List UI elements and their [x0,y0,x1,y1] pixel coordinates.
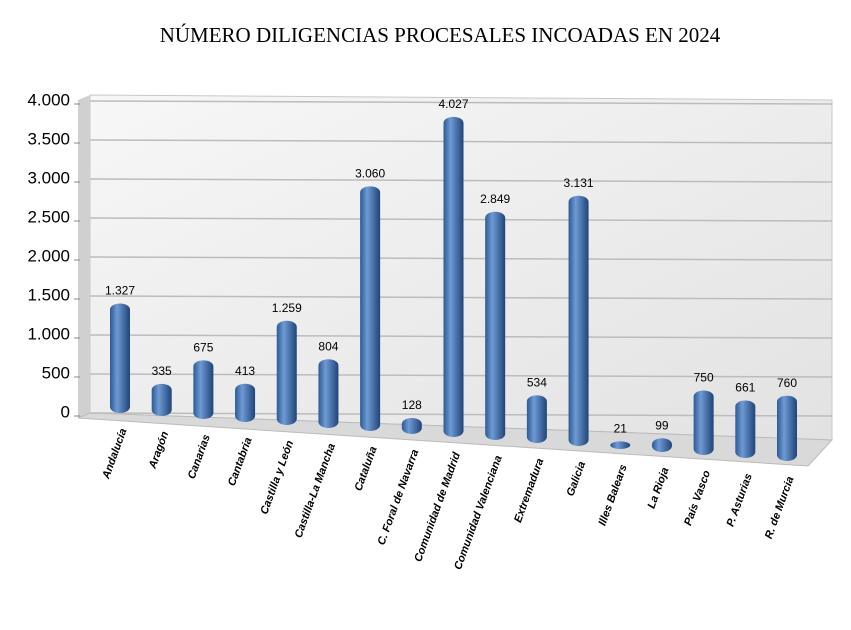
x-tick-label: Andalucía [100,427,130,481]
value-label: 3.131 [564,176,594,190]
bar [568,195,589,446]
value-label: 99 [655,418,669,432]
value-label: 675 [193,341,213,355]
y-tick-label: 0 [61,402,70,421]
bar [610,441,631,449]
floor [77,412,834,467]
y-tick-label: 2.000 [27,246,70,265]
value-label: 804 [318,339,338,353]
value-label: 335 [152,364,172,378]
bar [235,383,256,422]
bar [735,400,756,458]
x-tick-label: Castilla y León [258,439,296,516]
y-tick-label: 1.500 [27,285,70,304]
value-label: 413 [235,364,255,378]
y-tick-label: 3.000 [27,168,70,187]
chart-title: NÚMERO DILIGENCIAS PROCESALES INCOADAS E… [160,23,721,47]
x-tick-label: La Rioja [646,466,672,510]
grid-line [89,100,833,105]
y-tick-label: 1.000 [27,324,70,343]
x-tick-label: Aragón [146,430,171,471]
value-label: 661 [735,381,755,395]
value-label: 21 [614,422,628,436]
bar [526,395,547,443]
value-label: 3.060 [355,166,385,180]
bar [110,303,130,413]
x-tick-label: Comunidad Valenciana [452,454,505,571]
value-label: 750 [694,371,714,385]
y-tick-label: 4.000 [27,90,70,109]
x-tick-label: Extremadura [512,457,546,524]
x-tick-label: Cantabria [226,436,255,488]
bar [193,360,214,419]
value-label: 128 [402,398,422,412]
bar [276,320,297,425]
x-tick-label: Illes Balears [597,463,630,527]
value-label: 1.327 [105,284,135,298]
bar [318,359,339,428]
x-tick-label: País Vasco [682,469,713,528]
bar [401,418,422,434]
x-tick-label: C. Foral de Navarra [376,448,422,547]
y-tick-label: 500 [42,363,70,382]
value-label: 2.849 [480,192,510,206]
bar [651,438,672,452]
x-tick-label: R. de Murcia [763,475,797,541]
bar [151,383,172,416]
value-label: 760 [777,376,797,390]
x-tick-label: P. Asturias [725,472,755,528]
x-tick-label: Castilla-La Mancha [293,442,338,540]
bar [443,116,464,438]
bar [777,395,797,461]
y-tick-label: 2.500 [27,207,70,226]
value-label: 534 [527,376,547,390]
side-wall [78,95,90,418]
value-label: 4.027 [438,97,468,111]
x-tick-label: Comunidad de Madrid [412,451,463,564]
bar [485,211,506,440]
x-tick-label: Galicia [564,460,588,498]
bar [693,390,714,455]
bar [360,186,381,431]
x-tick-label: Canarias [186,433,213,481]
y-tick-label: 3.500 [27,129,70,148]
value-label: 1.259 [272,301,302,315]
x-tick-label: Cataluña [353,445,380,493]
